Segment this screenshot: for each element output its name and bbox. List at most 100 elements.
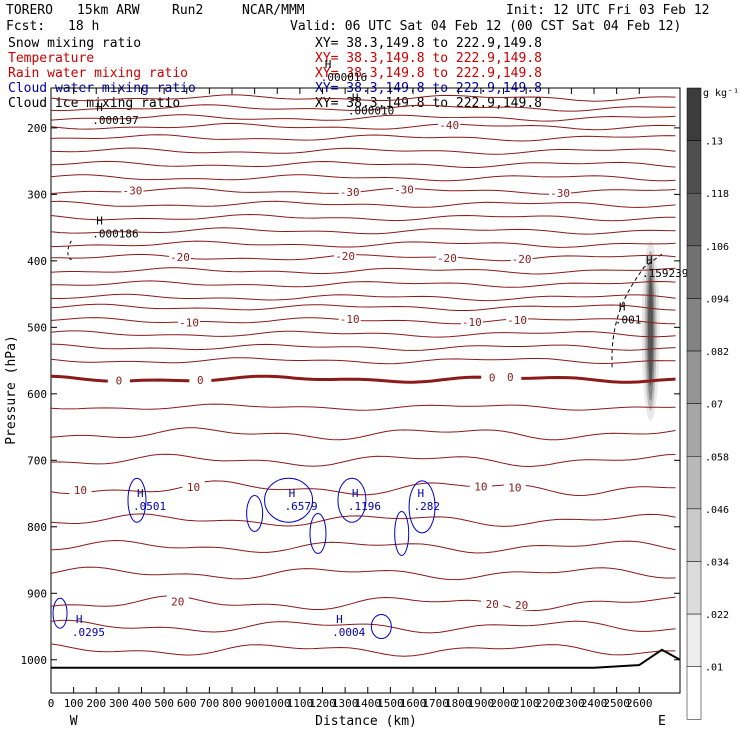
x-tick-label: 400 bbox=[132, 697, 152, 710]
temperature-contour-line bbox=[50, 174, 676, 182]
maximum-value: .000010 bbox=[348, 104, 394, 117]
x-tick-label: 700 bbox=[199, 697, 219, 710]
x-axis-label: Distance (km) bbox=[315, 714, 417, 729]
maximum-value: .001 bbox=[615, 314, 642, 327]
x-tick-label: 1900 bbox=[468, 697, 495, 710]
temperature-contour-line bbox=[50, 267, 676, 275]
ice-contour bbox=[67, 240, 75, 260]
maximum-marker: H bbox=[619, 301, 626, 314]
colorbar-swatch bbox=[686, 192, 702, 247]
valid-label: Valid: 06 UTC Sat 04 Feb 12 (00 CST Sat … bbox=[290, 19, 681, 34]
contour-label: 0 bbox=[197, 374, 204, 387]
x-tick-label: 1200 bbox=[309, 697, 336, 710]
resolution: 15km ARW bbox=[77, 3, 140, 18]
colorbar-tick: .022 bbox=[705, 610, 729, 621]
cloud-water-contour bbox=[246, 494, 264, 532]
contour-label: -10 bbox=[340, 313, 360, 326]
colorbar-tick: .118 bbox=[705, 189, 729, 200]
temperature-contour-line bbox=[50, 357, 676, 365]
maximum-value: .000197 bbox=[92, 114, 138, 127]
temperature-contour-line bbox=[50, 134, 676, 142]
y-tick-label: 1000 bbox=[21, 654, 48, 667]
x-tick-label: 2000 bbox=[490, 697, 517, 710]
colorbar-swatch bbox=[686, 87, 702, 141]
cloud-water-contour bbox=[264, 477, 314, 523]
temperature-contour-line bbox=[50, 539, 676, 554]
contour-label-bg bbox=[481, 597, 504, 610]
init-label: Init: 12 UTC Fri 03 Feb 12 bbox=[506, 3, 710, 18]
maximum-marker: H bbox=[352, 91, 359, 104]
contour-label-bg bbox=[166, 594, 189, 607]
terrain bbox=[51, 648, 681, 669]
maximum-marker: H bbox=[418, 487, 425, 500]
x-tick-label: 1100 bbox=[287, 697, 314, 710]
temperature-contour-line bbox=[50, 104, 676, 112]
contour-label: -30 bbox=[394, 183, 414, 196]
colorbar-swatch bbox=[686, 350, 702, 404]
colorbar-swatch bbox=[686, 298, 702, 352]
maximum-value: .0004 bbox=[332, 626, 365, 639]
temperature-contour-line bbox=[50, 343, 676, 351]
cloud-water-contour bbox=[337, 477, 367, 523]
contour-label-bg bbox=[481, 370, 504, 383]
colorbar-swatch bbox=[686, 456, 702, 510]
contour-label: 0 bbox=[489, 372, 496, 385]
colorbar-tick: .106 bbox=[705, 242, 729, 253]
x-tick-label: 600 bbox=[177, 697, 197, 710]
temperature-contour--30 bbox=[50, 187, 676, 195]
temperature-contour-line bbox=[50, 280, 676, 288]
temperature-contour-0 bbox=[50, 374, 676, 384]
cloud-water-contour bbox=[52, 597, 68, 629]
x-tick-label: 0 bbox=[48, 697, 55, 710]
temperature-contour-line bbox=[50, 453, 676, 468]
contour-label: -10 bbox=[462, 316, 482, 329]
cloud-water-contour bbox=[408, 480, 436, 534]
colorbar-tick: .034 bbox=[705, 557, 729, 568]
y-tick-label: 600 bbox=[27, 388, 47, 401]
contour-label-bg bbox=[178, 315, 201, 328]
snow-shade-level-3 bbox=[648, 275, 654, 386]
x-tick-label: 900 bbox=[245, 697, 265, 710]
y-tick-label: 400 bbox=[27, 255, 47, 268]
temperature-contour-20 bbox=[50, 595, 676, 612]
contour-label: -20 bbox=[335, 250, 355, 263]
cloud-water-contour bbox=[309, 512, 327, 554]
colorbar-tick: .046 bbox=[705, 505, 729, 516]
colorbar-swatch bbox=[686, 561, 702, 615]
temperature-contour-line bbox=[50, 427, 676, 441]
maximum-value: .000016 bbox=[321, 71, 367, 84]
maximum-value: .159239 bbox=[642, 267, 688, 280]
x-tick-label: 1300 bbox=[332, 697, 359, 710]
contour-label: 20 bbox=[515, 599, 528, 612]
temperature-contour-line bbox=[50, 330, 676, 338]
y-tick-label: 800 bbox=[27, 521, 47, 534]
contour-label-bg bbox=[121, 183, 144, 196]
maximum-value: .000186 bbox=[92, 227, 138, 240]
contour-label: 10 bbox=[187, 481, 200, 494]
contour-label-bg bbox=[182, 479, 205, 492]
x-end-left: W bbox=[70, 714, 78, 729]
maximum-marker: H bbox=[76, 613, 83, 626]
contour-label-bg bbox=[438, 117, 461, 130]
x-end-right: E bbox=[658, 714, 666, 729]
colorbar: .13 .118 .106 .094 .082 .07 .058 .046 .034 .022 .0… bbox=[686, 87, 739, 720]
model-name: TORERO bbox=[6, 3, 53, 18]
temperature-contour-line bbox=[50, 94, 676, 102]
colorbar-tick: .058 bbox=[705, 452, 729, 463]
temperature-contour-line bbox=[50, 240, 676, 248]
x-tick-label: 2400 bbox=[581, 697, 608, 710]
contour-label-bg bbox=[334, 249, 357, 262]
x-tick-label: 200 bbox=[86, 697, 106, 710]
contour-label-bg bbox=[549, 185, 572, 198]
contour-label-bg bbox=[460, 315, 483, 328]
contour-label: -10 bbox=[507, 314, 527, 327]
legend-xy: XY= 38.3,149.8 to 222.9,149.8 bbox=[315, 51, 542, 66]
contour-label: 20 bbox=[171, 595, 184, 608]
snow-shading bbox=[67, 240, 663, 421]
temperature-contour--20 bbox=[50, 253, 676, 262]
x-tick-label: 2300 bbox=[558, 697, 585, 710]
y-tick-label: 500 bbox=[27, 321, 47, 334]
colorbar-swatch bbox=[686, 508, 702, 562]
contour-label-bg bbox=[69, 482, 92, 495]
temperature-contour--40 bbox=[50, 122, 676, 131]
